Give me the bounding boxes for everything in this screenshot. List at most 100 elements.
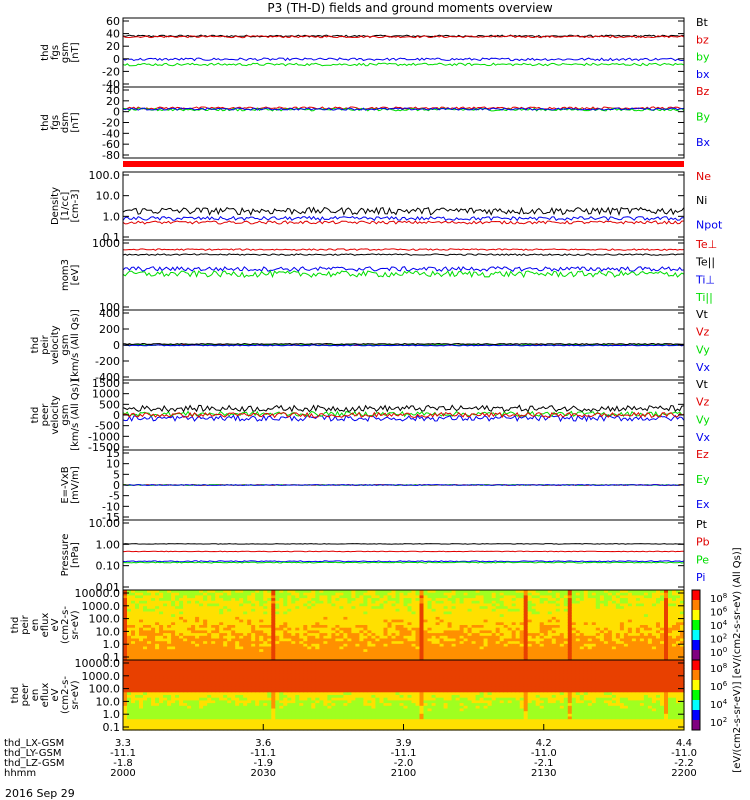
y-axis-label: peir (40, 334, 51, 354)
y-axis-label: en (30, 689, 41, 702)
x-row-label: thd_LX-GSM (4, 738, 64, 749)
legend-entry: Ni (696, 194, 707, 207)
y-axis-label: thd (30, 407, 41, 424)
colorbar-tick: 106 (710, 680, 728, 693)
series-Vt (122, 404, 685, 413)
legend-entry: Bt (696, 16, 709, 29)
y-tick-label: 100.0 (89, 683, 121, 696)
y-tick-label: -400 (95, 371, 120, 384)
series-Pe (123, 561, 685, 564)
y-axis-label: Density (50, 187, 61, 225)
y-tick-label: -40 (102, 78, 120, 91)
y-tick-label: 100 (99, 301, 120, 314)
y-tick-label: 1.0 (103, 638, 121, 651)
y-tick-label: 10000.0 (75, 587, 121, 600)
colorbar-tick: 102 (710, 716, 727, 729)
series-bx (122, 62, 685, 67)
y-axis-label: thd (40, 114, 51, 131)
panel-3: 100.0 10.0 1.0 0.1 Density [1/cc] [cm-3] Ne Ni Np… (50, 169, 723, 244)
colorbar-tick: 100 (710, 646, 727, 659)
x-row-label: thd_LZ-GSM (4, 758, 65, 769)
colorbar-tick: 102 (710, 633, 727, 646)
panel-4: 1000 100 mom3 [eV] Te⊥ Te|| Ti⊥ Ti|| (60, 237, 717, 314)
figure-title: P3 (TH-D) fields and ground moments over… (267, 1, 552, 15)
x-tick-label: -1.9 (253, 758, 273, 769)
legend-entry: Vy (696, 413, 710, 426)
series-Vx (122, 414, 685, 423)
series-Npot (122, 215, 684, 222)
y-axis-label: peer (40, 403, 51, 427)
panel-frame (122, 86, 685, 159)
y-tick-label: 100.0 (89, 613, 121, 626)
y-tick-label: 1000 (92, 237, 120, 250)
legend-entry: Vx (696, 361, 711, 374)
legend-entry: Ti⊥ (695, 273, 715, 286)
legend-entry: Pt (696, 518, 708, 531)
y-tick-label: 10.0 (96, 625, 121, 638)
y-tick-label: 1000.0 (82, 600, 121, 613)
y-axis-label: gsm (60, 334, 71, 355)
legend-entry: Te⊥ (695, 238, 717, 251)
y-tick-label: 1000 (92, 388, 120, 401)
y-tick-label: -15 (102, 511, 120, 524)
x-tick-label: -11.1 (391, 748, 417, 759)
y-axis-label: [eV] (70, 265, 81, 286)
legend-entry: Vt (696, 378, 709, 391)
y-tick-label: 20 (106, 95, 120, 108)
y-tick-label: 10000.0 (75, 657, 121, 670)
legend-entry: Ex (696, 498, 710, 511)
panel-frame (122, 519, 685, 591)
series-Ex (122, 484, 685, 486)
legend-entry: Pi (696, 571, 705, 584)
y-axis-label: Pressure (60, 534, 71, 577)
legend-entry: bx (696, 68, 710, 81)
x-tick-label: 4.2 (536, 738, 552, 749)
y-axis-label: thd (30, 337, 41, 354)
legend-entry: Pb (696, 536, 710, 549)
y-axis-label: eV (50, 688, 61, 701)
y-tick-label: 40 (106, 28, 120, 41)
series-Pt (122, 543, 684, 545)
y-axis-label: eV (50, 618, 61, 631)
y-tick-label: 1.0 (103, 708, 121, 721)
y-axis-label: gsm (60, 42, 71, 63)
x-tick-label: -11.1 (110, 748, 136, 759)
legend-entry: Vx (696, 431, 711, 444)
y-tick-label: -60 (102, 138, 120, 151)
legend-entry: Pe (696, 553, 709, 566)
legend-entry: Bz (696, 85, 710, 98)
y-tick-label: -20 (102, 117, 120, 130)
y-tick-label: 1000.0 (82, 670, 121, 683)
spectrogram (123, 660, 685, 731)
x-tick-label: -11.1 (250, 748, 276, 759)
y-axis-label: sr-eV) (70, 610, 81, 639)
y-tick-label: -80 (102, 149, 120, 162)
series-Ti⊥ (122, 266, 685, 272)
y-tick-label: 10.0 (96, 695, 121, 708)
y-tick-label: -1000 (88, 430, 120, 443)
y-tick-label: 1.0 (103, 210, 121, 223)
y-axis-label: [nPa] (70, 542, 81, 568)
y-axis-label: en (30, 619, 41, 632)
y-tick-label: 60 (106, 15, 120, 28)
series-Ni (122, 206, 685, 217)
y-axis-label: mom3 (60, 259, 71, 291)
legend-entry: by (696, 51, 710, 64)
y-tick-label: -10 (102, 500, 120, 513)
y-axis-label: peer (20, 683, 31, 707)
panel-frame (122, 17, 685, 88)
y-tick-label: -200 (95, 355, 120, 368)
x-row-label: thd_LY-GSM (4, 748, 61, 759)
legend-entry: Vy (696, 343, 710, 356)
panel-5: 400 200 0 -200 -400 thd peir velocity gsm [km/s (… (30, 307, 711, 384)
y-axis-label: gsm (60, 404, 71, 425)
y-axis-label: [nT] (70, 42, 81, 62)
y-tick-label: 0.1 (103, 231, 121, 244)
colorbar-label: [eV/(cm2-s-sr-eV)] [eV/(cm2-s-sr-eV) (Al… (732, 547, 743, 772)
mode-bar (123, 161, 684, 167)
